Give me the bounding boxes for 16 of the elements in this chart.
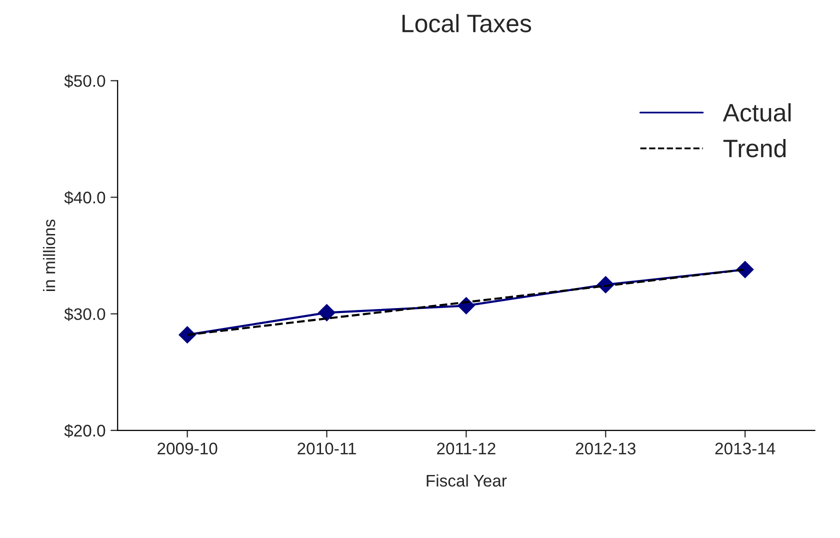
legend-label: Actual — [722, 103, 791, 122]
x-tick-label: 2009-10 — [158, 442, 218, 454]
x-tick-label: 2013-14 — [715, 442, 776, 454]
x-tick-label: 2011-12 — [437, 442, 496, 454]
y-tick-label: $50.0 — [64, 74, 106, 88]
x-tick-label: 2010-11 — [298, 442, 356, 454]
chart-title: Local Taxes — [402, 14, 532, 32]
x-axis-title: Fiscal Year — [426, 474, 507, 487]
y-tick-label: $40.0 — [64, 190, 106, 204]
y-tick-label: $30.0 — [64, 308, 106, 322]
point — [736, 260, 754, 278]
y-tick-label: $20.0 — [64, 424, 106, 438]
x-tick-label: 2012-13 — [576, 442, 636, 454]
y-axis-title: in millions — [43, 220, 56, 292]
legend-label: Trend — [723, 139, 786, 158]
point — [318, 304, 336, 322]
